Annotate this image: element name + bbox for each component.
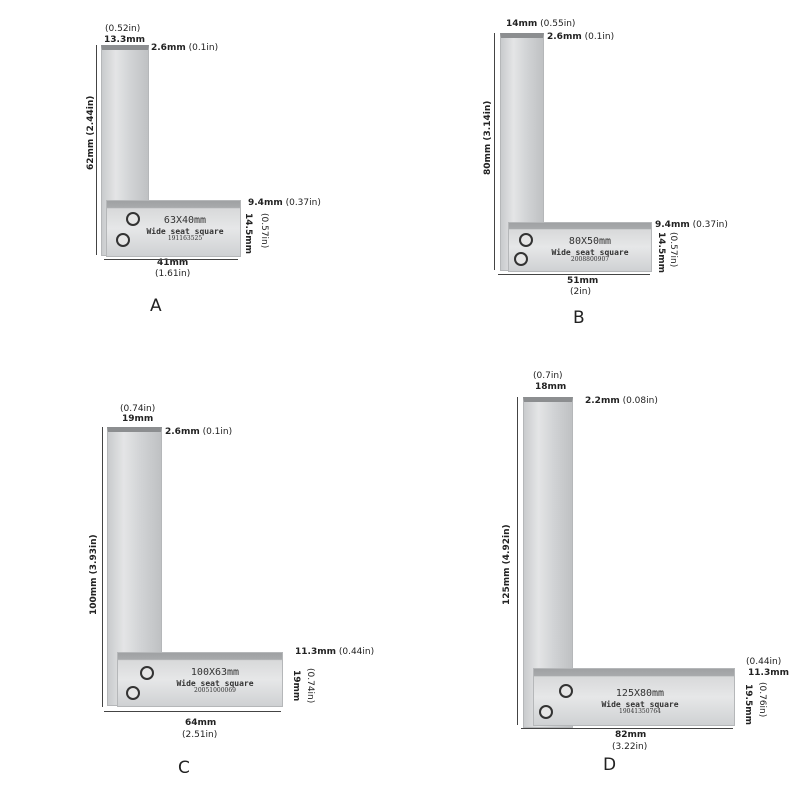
dim-label: 11.3mm: [295, 647, 336, 657]
rivet: [116, 233, 130, 247]
dim-label: 13.3mm: [104, 35, 145, 45]
dim-label: 125mm (4.92in): [502, 524, 512, 605]
dim-label: (0.7in): [533, 371, 563, 381]
dim-label: 14.5mm: [656, 232, 666, 273]
dim-line: [494, 33, 495, 270]
rivet: [539, 705, 553, 719]
engraving: 125X80mm Wide seat square 19041350764: [601, 688, 679, 715]
dim-line: [104, 259, 238, 260]
dim-label: (0.1in): [188, 43, 219, 53]
dim-label: 19.5mm: [743, 684, 753, 725]
variant-letter: B: [573, 308, 585, 328]
dim-label: (2.51in): [182, 730, 218, 740]
dim-label: (0.52in): [105, 24, 141, 34]
dim-label: (0.57in): [259, 213, 269, 249]
dim-label: 80mm (3.14in): [483, 100, 493, 175]
rivet: [126, 212, 140, 226]
dim-label: (0.55in): [540, 19, 576, 29]
dim-label: 14.5mm: [243, 213, 253, 254]
dim-label: 41mm: [157, 258, 189, 268]
rivet: [126, 686, 140, 700]
variant-letter: C: [178, 758, 190, 778]
dim-label: 82mm: [615, 730, 647, 740]
dim-label: 2.6mm: [151, 43, 186, 53]
dim-label: (1.61in): [155, 269, 191, 279]
dim-label: 2.6mm: [547, 32, 582, 42]
dim-label: (0.44in): [338, 647, 375, 657]
dim-label: 51mm: [567, 276, 599, 286]
dim-label: 11.3mm: [748, 668, 789, 678]
dim-label: 18mm: [535, 382, 567, 392]
dim-line: [498, 274, 650, 275]
dim-label: (0.1in): [202, 427, 233, 437]
dim-label: 2.2mm: [585, 396, 620, 406]
rivet: [559, 684, 573, 698]
dim-label: (2in): [570, 287, 591, 297]
variant-letter: A: [150, 296, 162, 316]
dim-label: 9.4mm: [655, 220, 690, 230]
dim-label: (0.37in): [285, 198, 321, 208]
dim-label: 19mm: [122, 414, 154, 424]
dim-label: 62mm (2.44in): [86, 95, 96, 170]
dim-label: 100mm (3.93in): [89, 534, 99, 615]
dim-line: [104, 711, 281, 712]
dim-label: (0.37in): [692, 220, 728, 230]
dim-label: (0.76in): [757, 682, 767, 718]
dim-label: (0.74in): [305, 668, 315, 704]
dim-label: 2.6mm: [165, 427, 200, 437]
dim-line: [102, 427, 103, 707]
dim-label: (0.44in): [746, 657, 782, 667]
rivet: [140, 666, 154, 680]
dim-label: (0.1in): [584, 32, 615, 42]
rivet: [519, 233, 533, 247]
dim-line: [96, 45, 97, 255]
dim-line: [517, 397, 518, 725]
variant-letter: D: [603, 755, 617, 775]
dim-label: 14mm: [506, 19, 538, 29]
dim-label: (0.74in): [120, 404, 156, 414]
dim-label: 19mm: [291, 670, 301, 702]
dim-label: (0.08in): [622, 396, 658, 406]
dim-label: 9.4mm: [248, 198, 283, 208]
dim-label: (0.57in): [668, 232, 678, 268]
square-stock: [508, 222, 652, 272]
engraving: 63X40mm Wide seat square 191163525: [146, 215, 224, 242]
dim-line: [521, 728, 733, 729]
engraving: 80X50mm Wide seat square 2008800907: [551, 236, 629, 263]
square-stock: [106, 200, 241, 257]
rivet: [514, 252, 528, 266]
engraving: 100X63mm Wide seat square 20051000069: [176, 667, 254, 694]
dim-label: (3.22in): [612, 742, 648, 752]
dim-label: 64mm: [185, 718, 217, 728]
